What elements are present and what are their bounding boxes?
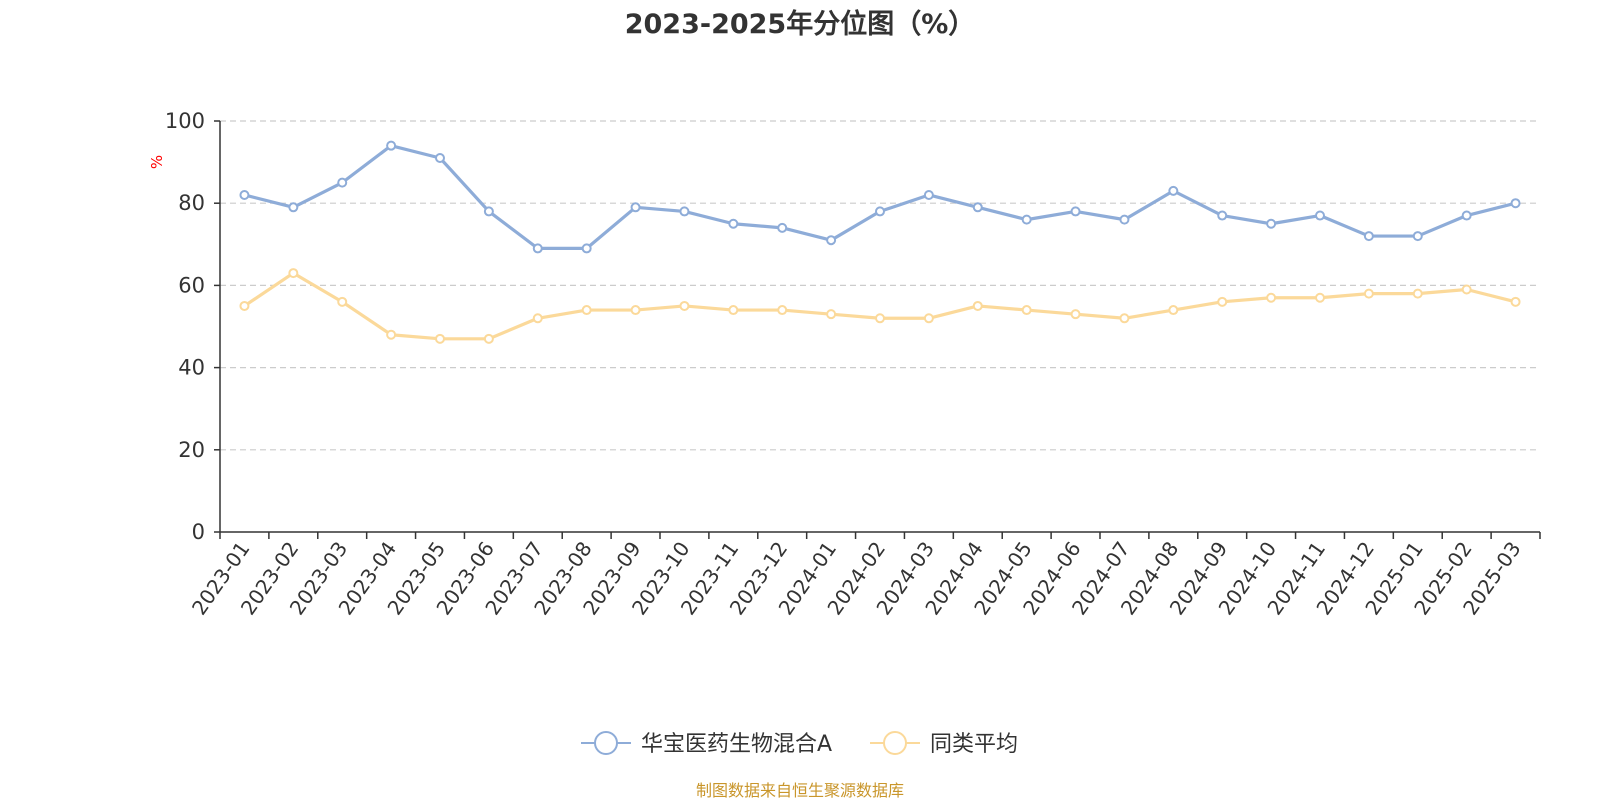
data-point [239, 189, 250, 200]
data-point [435, 152, 445, 163]
data-point [923, 189, 934, 200]
x-axis: 2023-012023-022023-032023-042023-052023-… [187, 531, 1541, 619]
data-point [337, 296, 348, 307]
data-point [972, 202, 983, 213]
data-point [1168, 305, 1179, 316]
legend-label: 华宝医药生物混合A [641, 732, 832, 757]
data-point [1070, 206, 1081, 217]
data-point [875, 313, 885, 324]
data-point [239, 300, 250, 311]
grid-lines [220, 120, 1540, 451]
data-point [386, 140, 397, 151]
data-point [1315, 292, 1325, 303]
source-note: 制图数据来自恒生聚源数据库 [695, 781, 904, 800]
data-point [1461, 284, 1472, 295]
data-point [1510, 198, 1521, 209]
data-point [777, 222, 788, 233]
legend-marker [594, 731, 618, 755]
series-1 [239, 140, 1521, 254]
data-point [581, 243, 592, 254]
data-point [875, 206, 885, 217]
data-point [1070, 309, 1081, 320]
data-point [1168, 185, 1179, 196]
data-point [777, 305, 788, 316]
data-point [728, 305, 739, 316]
data-point [1119, 214, 1130, 225]
chart-title: 2023-2025年分位图（%） [624, 9, 976, 40]
data-point [679, 300, 690, 311]
y-tick-label: 20 [178, 438, 205, 462]
y-axis: 0 20 40 60 80 100% [148, 109, 221, 544]
legend-label: 同类平均 [930, 732, 1018, 757]
data-point [1266, 292, 1277, 303]
y-tick-label: 40 [178, 356, 205, 380]
legend: 华宝医药生物混合A 同类平均 [581, 731, 1018, 757]
data-point [435, 333, 445, 344]
data-point [1119, 313, 1130, 324]
series-2 [239, 268, 1521, 344]
data-point [532, 313, 543, 324]
y-tick-label: 100 [165, 109, 205, 133]
data-point [532, 243, 543, 254]
data-point [386, 329, 397, 340]
data-point [1412, 288, 1423, 299]
data-point [1461, 210, 1472, 221]
data-point [1266, 218, 1277, 229]
data-point [1510, 296, 1521, 307]
data-point [630, 305, 641, 316]
data-point [826, 235, 837, 246]
data-point [1217, 296, 1228, 307]
data-point [581, 305, 592, 316]
data-point [972, 300, 983, 311]
data-point [1363, 231, 1374, 242]
data-point [483, 333, 494, 344]
data-point [826, 309, 837, 320]
data-point [630, 202, 641, 213]
y-tick-label: 80 [178, 191, 205, 215]
series-line [242, 144, 1518, 251]
data-point [483, 206, 494, 217]
y-axis-label: % [148, 155, 166, 169]
series-lines [239, 140, 1521, 344]
data-point [679, 206, 690, 217]
data-point [1412, 231, 1423, 242]
data-point [1021, 305, 1032, 316]
legend-marker [883, 731, 907, 755]
data-point [288, 202, 299, 213]
y-tick-label: 0 [192, 520, 205, 544]
data-point [1363, 288, 1374, 299]
data-point [1315, 210, 1325, 221]
series-line [242, 271, 1518, 341]
data-point [1217, 210, 1228, 221]
data-point [923, 313, 934, 324]
y-tick-label: 60 [178, 273, 205, 297]
data-point [728, 218, 739, 229]
data-point [288, 268, 299, 279]
data-point [1021, 214, 1032, 225]
data-point [337, 177, 348, 188]
